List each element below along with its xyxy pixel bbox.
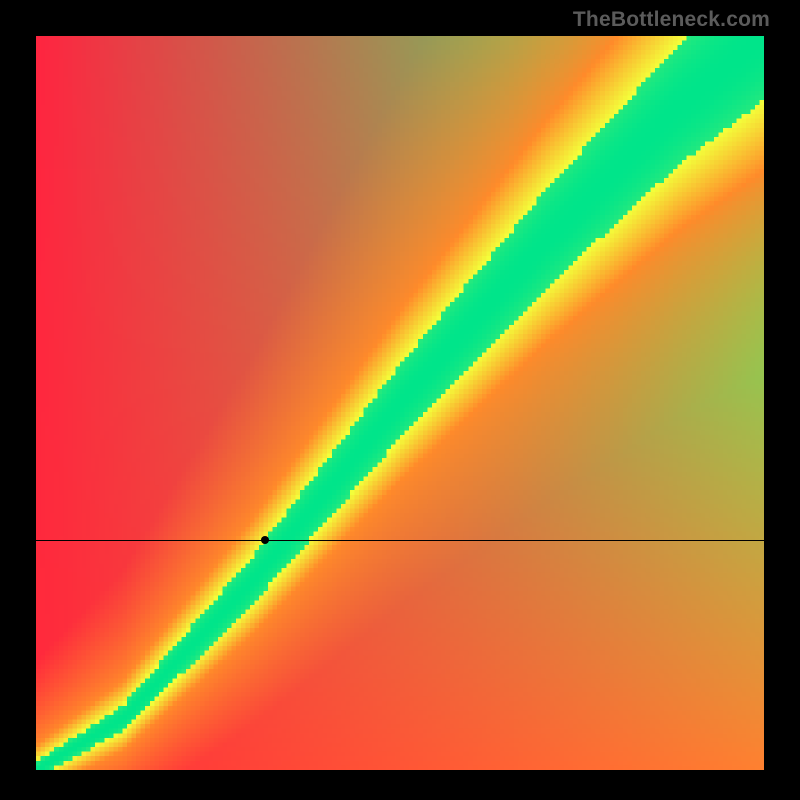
heatmap-canvas — [36, 36, 764, 770]
figure-frame: TheBottleneck.com — [0, 0, 800, 800]
selection-marker — [261, 536, 269, 544]
source-watermark: TheBottleneck.com — [573, 8, 770, 32]
crosshair-horizontal — [36, 540, 764, 541]
heatmap-plot — [36, 36, 764, 770]
